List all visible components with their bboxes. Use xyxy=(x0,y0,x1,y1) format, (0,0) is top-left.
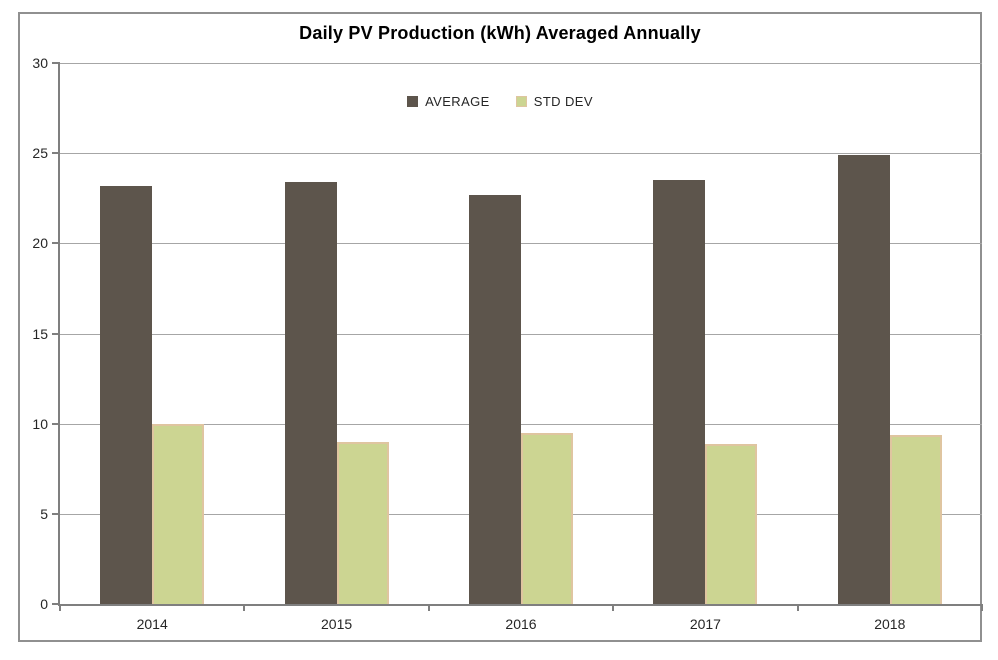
bar-average-2014 xyxy=(100,185,153,604)
gridline xyxy=(60,243,982,245)
y-axis-label: 25 xyxy=(32,145,48,162)
y-axis-label: 30 xyxy=(32,55,48,71)
chart-title: Daily PV Production (kWh) Averaged Annua… xyxy=(299,23,701,43)
legend-label: AVERAGE xyxy=(425,94,490,109)
bar-stddev-2014 xyxy=(152,423,205,604)
bar-stddev-2015 xyxy=(336,441,389,604)
legend-swatch xyxy=(407,96,419,107)
x-axis-tick xyxy=(981,604,983,611)
bar-average-2018 xyxy=(837,154,890,604)
plot-area: 2014 2015 2016 2017 2018 xyxy=(52,62,983,632)
y-axis-tick xyxy=(52,422,60,425)
bar-stddev-2016 xyxy=(521,432,573,604)
legend-label: STD DEV xyxy=(533,94,593,109)
y-axis-label: 0 xyxy=(40,596,48,612)
y-axis-label: 20 xyxy=(32,235,48,252)
chart-legend: AVERAGE STD DEV xyxy=(20,94,980,109)
legend-swatch xyxy=(515,96,527,107)
x-axis-tick xyxy=(796,604,799,611)
x-axis-tick xyxy=(427,604,430,611)
bar-stddev-2017 xyxy=(705,443,758,604)
legend-item-average: AVERAGE xyxy=(407,94,490,109)
y-axis-tick xyxy=(52,512,60,515)
y-axis: 0 5 10 15 20 25 30 xyxy=(0,55,48,612)
bar-average-2016 xyxy=(469,194,521,604)
legend-item-std-dev: STD DEV xyxy=(515,94,593,109)
y-axis-tick xyxy=(52,62,60,64)
y-axis-tick xyxy=(52,603,60,605)
gridline xyxy=(60,153,982,155)
x-axis-tick xyxy=(243,604,246,611)
x-axis-label: 2017 xyxy=(689,616,721,632)
gridline xyxy=(60,63,982,64)
x-axis-label: 2018 xyxy=(874,616,906,632)
x-axis-label: 2015 xyxy=(321,616,353,632)
y-axis-label: 5 xyxy=(40,505,48,522)
bar-average-2017 xyxy=(653,180,706,604)
bar-average-2015 xyxy=(284,182,337,604)
x-axis-label: 2016 xyxy=(505,616,537,632)
gridline xyxy=(60,423,982,425)
y-axis-tick xyxy=(52,152,60,155)
bar-stddev-2018 xyxy=(889,434,942,604)
y-axis-label: 15 xyxy=(32,325,48,342)
y-axis-label: 10 xyxy=(32,415,48,432)
x-axis-label: 2014 xyxy=(136,616,168,632)
y-axis-tick xyxy=(52,242,60,245)
x-axis-tick xyxy=(612,604,615,611)
x-axis-tick xyxy=(59,604,61,611)
y-axis-tick xyxy=(52,332,60,335)
gridline xyxy=(60,333,982,335)
